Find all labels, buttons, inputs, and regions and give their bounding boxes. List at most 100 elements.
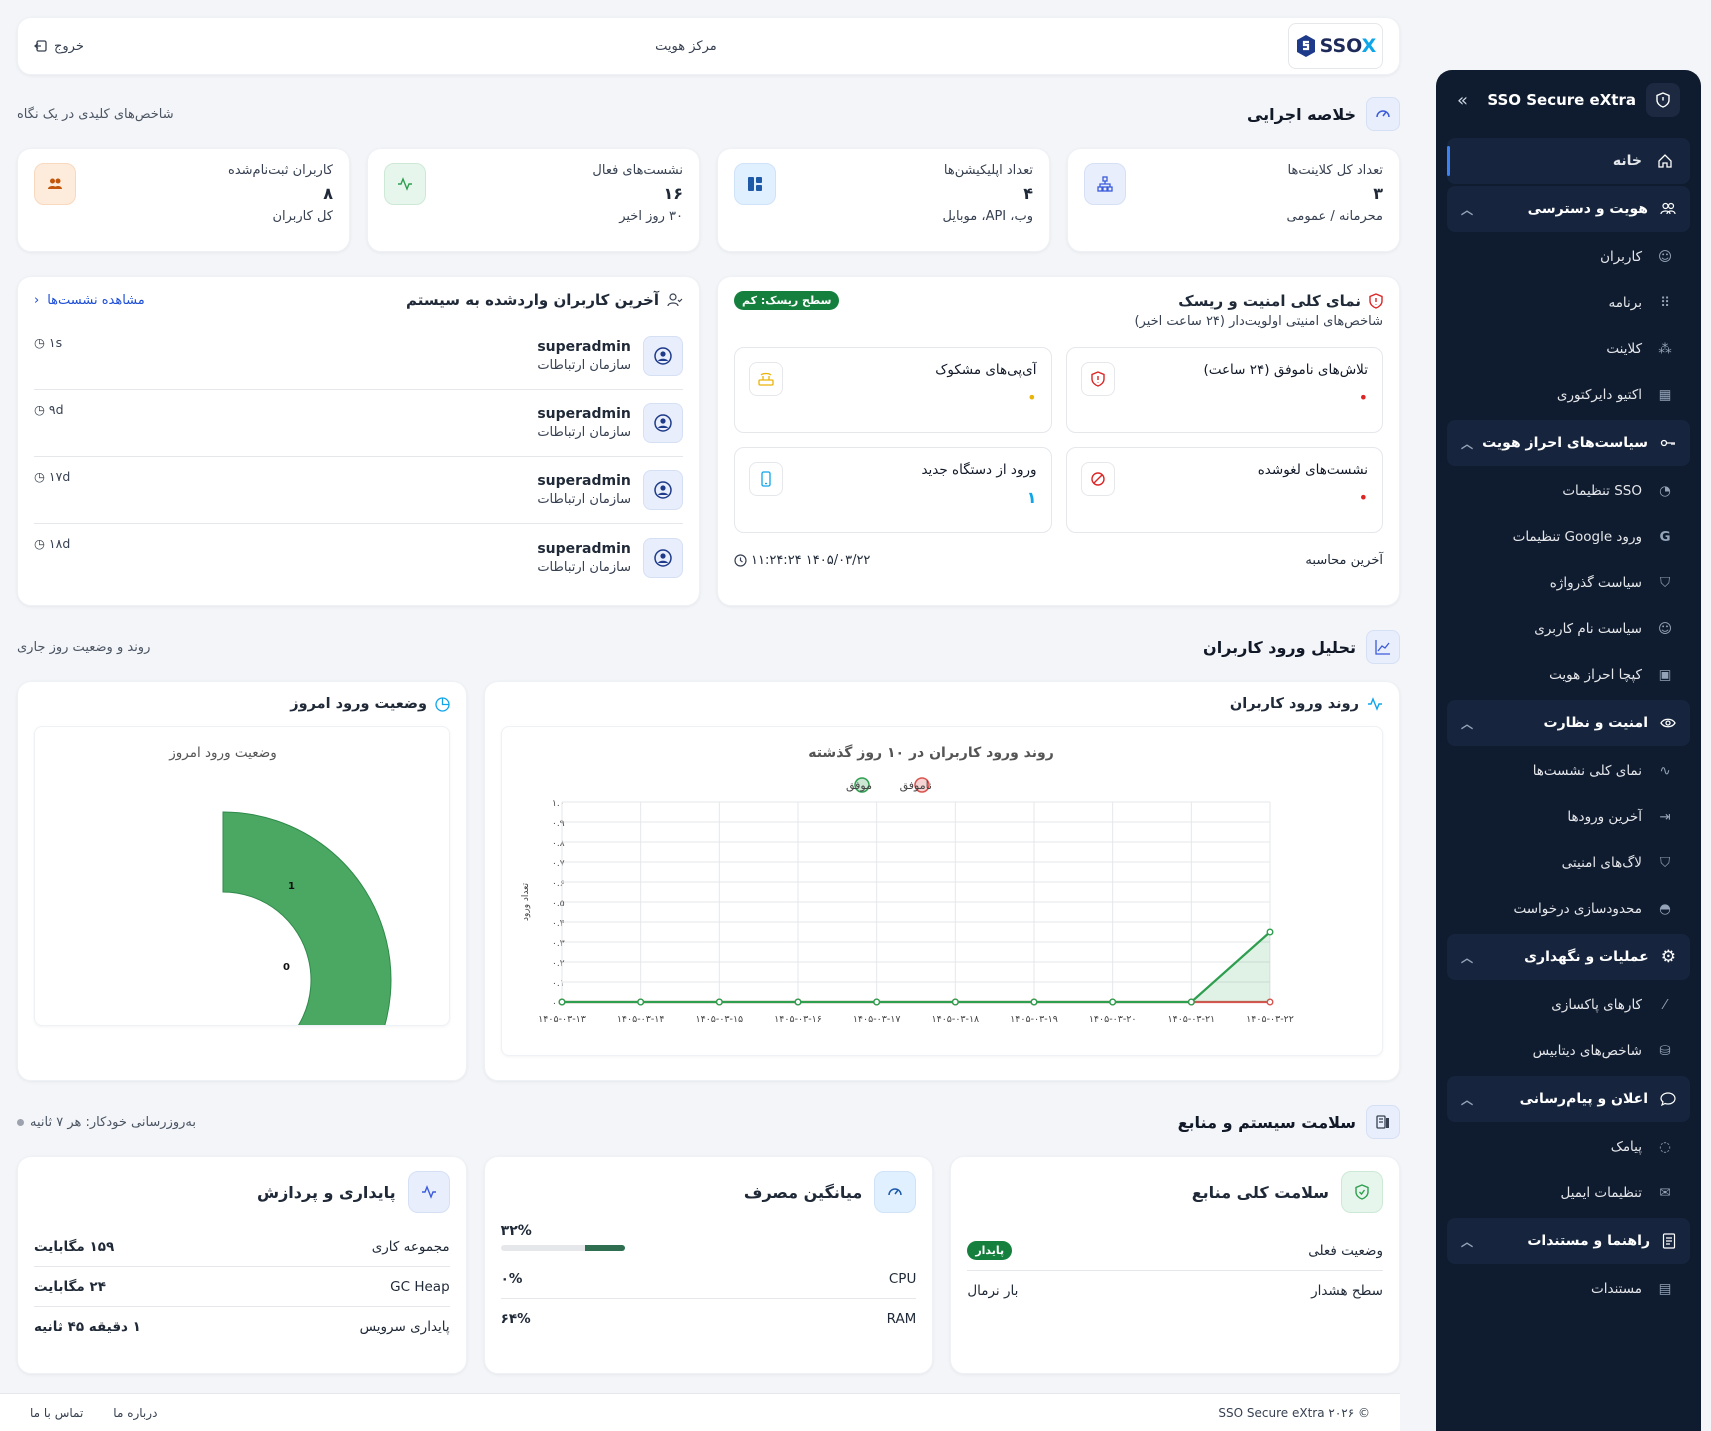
sidebar-item-sms[interactable]: ◌ پیامک bbox=[1447, 1124, 1690, 1170]
sidebar-item-label: کپچا احراز هویت bbox=[1549, 667, 1642, 683]
logout-button[interactable]: خروج bbox=[34, 39, 84, 54]
sidebar-group-notifications[interactable]: اعلان و پیام‌رسانی ︿ bbox=[1447, 1076, 1690, 1122]
kpi-card-users: کاربران ثبت‌نام‌شده ۸ کل کاربران bbox=[17, 148, 350, 252]
x-tick-label: ۱۴۰۵-۰۳-۱۳ bbox=[538, 1014, 586, 1025]
kpi-row: تعداد کل کلاینت‌ها ۳ محرمانه / عمومی تعداد… bbox=[17, 148, 1400, 252]
sidebar-item-label: کلاینت bbox=[1606, 341, 1642, 357]
data-point bbox=[1109, 998, 1117, 1006]
data-point bbox=[951, 998, 959, 1006]
shield-alert-icon bbox=[1080, 362, 1115, 396]
sidebar-item-label: مستندات bbox=[1591, 1281, 1642, 1297]
y-tick-label: ۰.۹ bbox=[552, 819, 565, 829]
sidebar-item-sessions-overview[interactable]: ∿ نمای کلی نشست‌ها bbox=[1447, 748, 1690, 794]
sidebar: SSO Secure eXtra » خانه هویت و دسترسی ︿ ☺… bbox=[1436, 70, 1701, 1431]
metric-failed-attempts[interactable]: تلاش‌های ناموفق (۲۴ ساعت) • bbox=[1065, 347, 1383, 433]
overall-row-status: وضعیت فعلی پایدار bbox=[967, 1231, 1383, 1271]
analytics-header: تحلیل ورود کاربران روند و وضعیت روز جاری bbox=[17, 630, 1400, 664]
sidebar-group-docs[interactable]: راهنما و مستندات ︿ bbox=[1447, 1218, 1690, 1264]
sidebar-item-label: آخرین ورودها bbox=[1567, 809, 1642, 825]
list-item[interactable]: superadmin سازمان ارتباطات ◷ ۹d bbox=[34, 390, 683, 457]
sidebar-item-db-metrics[interactable]: ⛁ شاخص‌های دیتابیس bbox=[1447, 1028, 1690, 1074]
sidebar-item-label: شاخص‌های دیتابیس bbox=[1532, 1043, 1642, 1059]
row-label: وضعیت فعلی bbox=[1308, 1242, 1383, 1259]
footer: SSO Secure eXtra ۲۰۲۶ © درباره ما تماس با… bbox=[0, 1393, 1400, 1431]
row-value: ۰% bbox=[500, 1270, 523, 1287]
metric-title: نشست‌های لغوشده bbox=[1257, 462, 1368, 478]
usage-row-ram: RAM ۶۴% bbox=[501, 1299, 917, 1339]
sidebar-item-username-policy[interactable]: ☺ سیاست نام کاربری bbox=[1447, 606, 1690, 652]
sidebar-group-auth-policies[interactable]: سیاست‌های احراز هویت ︿ bbox=[1447, 420, 1690, 466]
usage-percent: ۳۲% bbox=[500, 1223, 532, 1239]
row-value: ۱۵۹ مگابایت bbox=[33, 1238, 115, 1255]
metric-new-device[interactable]: ورود از دستگاه جدید ۱ bbox=[734, 447, 1052, 533]
sidebar-item-email-settings[interactable]: ✉ تنظیمات ایمیل bbox=[1447, 1170, 1690, 1216]
y-tick-label: ۰.۱ bbox=[552, 979, 565, 989]
sidebar-item-label: کاربران bbox=[1600, 249, 1642, 265]
metric-revoked-sessions[interactable]: نشست‌های لغوشده • bbox=[1065, 447, 1383, 533]
brush-icon: ⁄ bbox=[1663, 997, 1667, 1013]
x-tick-label: ۱۴۰۵-۰۳-۲۱ bbox=[1167, 1014, 1215, 1025]
login-username: superadmin bbox=[537, 473, 631, 489]
list-item[interactable]: superadmin سازمان ارتباطات ◷ ۱۸d bbox=[34, 524, 683, 591]
metric-suspicious-ips[interactable]: آی‌پی‌های مشکوک • bbox=[734, 347, 1052, 433]
logo[interactable]: SSOX bbox=[1288, 23, 1383, 69]
sidebar-item-cleanup-jobs[interactable]: ⁄ کارهای پاکسازی bbox=[1447, 982, 1690, 1028]
sidebar-item-google-login[interactable]: G ورود Google تنظیمات bbox=[1447, 514, 1690, 560]
about-link[interactable]: درباره ما bbox=[113, 1405, 158, 1420]
sidebar-item-active-directory[interactable]: ▦ اکتیو دایرکتوری bbox=[1447, 372, 1690, 418]
kpi-value: ۴ bbox=[1023, 184, 1033, 203]
sidebar-item-documentation[interactable]: ▤ مستندات bbox=[1447, 1266, 1690, 1312]
login-trend-chart: روند ورود کاربران در ۱۰ روز گذشته ناموفق م… bbox=[521, 744, 1294, 1025]
today-status-card: وضعیت ورود امروز وضعیت ورود امروز 1 0 bbox=[17, 681, 467, 1131]
sidebar-group-security[interactable]: امنیت و نظارت ︿ bbox=[1447, 700, 1690, 746]
sidebar-item-label: خانه bbox=[1612, 153, 1642, 169]
list-item[interactable]: superadmin سازمان ارتباطات ◷ ۱۷d bbox=[34, 457, 683, 524]
view-sessions-label: مشاهده نشست‌ها bbox=[47, 292, 145, 308]
sidebar-item-home[interactable]: خانه bbox=[1447, 138, 1690, 184]
sidebar-item-users[interactable]: ☺ کاربران bbox=[1447, 234, 1690, 280]
stability-row-uptime: پایداری سرویس ۱ دقیقه ۴۵ ثانیه bbox=[34, 1307, 450, 1347]
sidebar-item-rate-limit[interactable]: ◓ محدودسازی درخواست bbox=[1447, 886, 1690, 932]
chevron-up-icon: ︿ bbox=[1461, 1234, 1474, 1249]
kpi-card-sessions: نشست‌های فعال ۱۶ ۳۰ روز اخیر bbox=[367, 148, 700, 252]
kpi-value: ۳ bbox=[1373, 184, 1383, 203]
sidebar-group-identity[interactable]: هویت و دسترسی ︿ bbox=[1447, 186, 1690, 232]
sidebar-item-password-policy[interactable]: ⛉ سیاست گذرواژه bbox=[1447, 560, 1690, 606]
logout-icon bbox=[34, 40, 47, 52]
contact-link[interactable]: تماس با ما bbox=[30, 1405, 84, 1420]
sidebar-item-applications[interactable]: ⠿ برنامه bbox=[1447, 280, 1690, 326]
chevron-up-icon: ︿ bbox=[1461, 1092, 1474, 1107]
sidebar-item-sso-settings[interactable]: ◔ SSO تنظیمات bbox=[1447, 468, 1690, 514]
sidebar-item-captcha[interactable]: ▣ کپچا احراز هویت bbox=[1447, 652, 1690, 698]
list-item[interactable]: superadmin سازمان ارتباطات ◷ ۱s bbox=[34, 323, 683, 390]
user-icon: ☺ bbox=[1657, 249, 1673, 265]
y-tick-label: ۰.۷ bbox=[552, 859, 565, 869]
sidebar-item-clients[interactable]: ⁂ کلاینت bbox=[1447, 326, 1690, 372]
status-dot bbox=[17, 1118, 24, 1126]
sidebar-item-recent-logins[interactable]: ⇥ آخرین ورودها bbox=[1447, 794, 1690, 840]
building-icon: ▦ bbox=[1658, 387, 1672, 403]
sidebar-group-label: راهنما و مستندات bbox=[1527, 1233, 1650, 1249]
today-status-chart: وضعیت ورود امروز 1 0 bbox=[168, 745, 392, 1131]
login-icon: ⇥ bbox=[1659, 809, 1671, 825]
sidebar-item-label: نمای کلی نشست‌ها bbox=[1532, 763, 1642, 779]
sidebar-group-operations[interactable]: ⚙ عملیات و نگهداری ︿ bbox=[1447, 934, 1690, 980]
sidebar-item-security-logs[interactable]: ⛉ لاگ‌های امنیتی bbox=[1447, 840, 1690, 886]
auto-refresh-label: به‌روزرسانی خودکار: هر ۷ ثانیه bbox=[30, 1114, 196, 1130]
summary-title: خلاصه اجرایی bbox=[1246, 104, 1356, 124]
data-point bbox=[1030, 998, 1038, 1006]
login-time: ۱۸d bbox=[48, 536, 71, 551]
database-icon: ⛁ bbox=[1659, 1043, 1671, 1059]
activity-icon: ∿ bbox=[1659, 763, 1671, 779]
collapse-icon[interactable]: » bbox=[1457, 89, 1469, 111]
y-tick-label: ۰.۴ bbox=[552, 919, 565, 929]
metric-title: تلاش‌های ناموفق (۲۴ ساعت) bbox=[1203, 362, 1368, 378]
gauge-icon bbox=[874, 1171, 917, 1213]
view-sessions-link[interactable]: مشاهده نشست‌ها ‹ bbox=[34, 293, 145, 308]
shield-icon bbox=[1369, 292, 1383, 309]
data-point bbox=[558, 998, 566, 1006]
sidebar-item-label: سیاست گذرواژه bbox=[1549, 575, 1642, 591]
login-username: superadmin bbox=[537, 339, 631, 355]
clock-icon: ◷ bbox=[34, 402, 45, 417]
row-label: GC Heap bbox=[390, 1278, 450, 1295]
